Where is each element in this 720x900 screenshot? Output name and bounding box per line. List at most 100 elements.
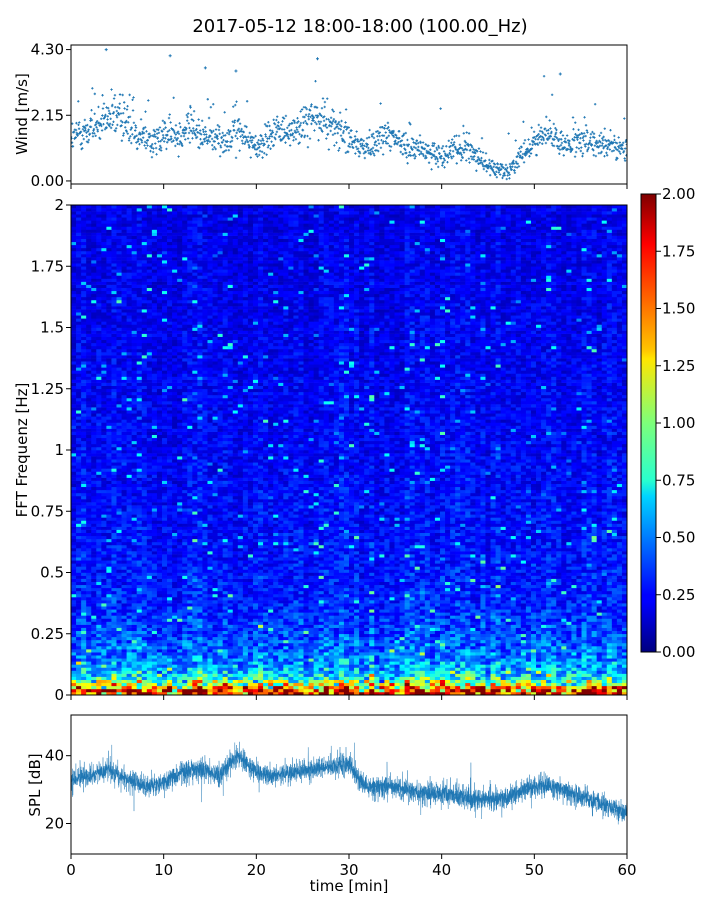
spectrogram-cell (495, 627, 502, 631)
spectrogram-cell (338, 630, 345, 635)
wind-point (623, 147, 627, 150)
spectrogram-cell (616, 612, 623, 616)
wind-point (116, 123, 119, 127)
spectrogram-cell (571, 642, 577, 647)
wind-point (93, 92, 97, 96)
spectrogram-cell (91, 679, 97, 684)
wind-point (266, 146, 270, 149)
spectrogram-cell (91, 627, 97, 631)
spectrogram-cell (546, 661, 552, 665)
spectrogram-cell (409, 679, 416, 684)
wind-point (525, 151, 529, 154)
spectrogram-cell (131, 603, 138, 607)
wind-point (462, 132, 465, 135)
spectrogram-cell (268, 685, 274, 690)
spectrogram-cell (379, 633, 385, 638)
spectrogram-cell (596, 685, 603, 690)
spectrogram-cell (263, 688, 269, 693)
spectrogram-cell (409, 667, 416, 671)
spectrogram-cell (455, 612, 461, 616)
wind-point (276, 115, 279, 118)
spectrogram-cell (126, 624, 133, 628)
spectrogram-cell (419, 664, 426, 668)
wind-point (203, 137, 207, 140)
spectrogram-cell (490, 673, 496, 677)
spectrogram-cell (434, 685, 441, 690)
spectrogram-cell (222, 606, 229, 610)
spectrogram-cell (445, 679, 451, 684)
wind-point (72, 130, 76, 134)
spectrogram-cell (232, 673, 239, 677)
spectrogram-cell (91, 642, 97, 647)
spectrogram-cell (419, 667, 426, 671)
spectrogram-cell (146, 621, 153, 625)
wind-point (409, 154, 413, 157)
spectrogram-cell (161, 673, 168, 677)
wind-point (106, 121, 109, 125)
wind-point (621, 144, 624, 147)
wind-point (521, 156, 524, 159)
spectrogram-cell (571, 670, 577, 674)
wind-point (187, 122, 190, 125)
spectrogram-cell (343, 603, 350, 607)
wind-point (314, 105, 317, 109)
spectrogram-cell (278, 639, 284, 644)
spectrogram-cell (419, 621, 426, 625)
wind-point (229, 129, 232, 133)
wind-point (550, 93, 554, 96)
spectrogram-cell (490, 646, 496, 650)
spectrogram-cell (571, 615, 577, 619)
wind-point (540, 130, 544, 133)
wind-point (299, 121, 303, 125)
spectrogram-cell (379, 636, 385, 641)
spectrogram-cell (434, 691, 441, 695)
spectrogram-cell (591, 609, 598, 613)
spectrogram-cell (434, 658, 441, 662)
spectrogram-cell (288, 658, 294, 662)
wind-point (250, 141, 253, 144)
spectrogram-cell (328, 618, 335, 622)
spectrogram-cell (283, 685, 289, 690)
spectrogram-cell (546, 642, 552, 647)
spectrogram-cell (207, 664, 213, 668)
spectrogram-cell (616, 639, 623, 644)
spectrogram-cell (116, 618, 122, 622)
spectrogram-cell (167, 652, 173, 656)
spectrogram-cell (596, 615, 603, 619)
wind-point (400, 139, 404, 142)
spectrogram-cell (121, 612, 127, 616)
spectrogram-cell (536, 682, 542, 687)
spectrogram-cell (172, 606, 178, 610)
wind-point (97, 105, 100, 109)
spectrogram-cell (470, 646, 476, 650)
wind-point (586, 148, 589, 151)
spectrogram-cell (551, 646, 557, 650)
spectrogram-cell (566, 664, 572, 668)
spectrogram-cell (328, 679, 335, 684)
spectrogram-cell (500, 652, 507, 656)
spectrogram-cell (571, 691, 577, 695)
spectrogram-cell (323, 642, 330, 647)
spectrogram-cell (182, 664, 188, 668)
wind-point (205, 135, 208, 139)
spectrogram-cell (394, 679, 400, 684)
wind-point (486, 167, 490, 170)
spectrogram-cell (576, 603, 582, 607)
spectrogram-cell (126, 639, 133, 644)
spectrogram-cell (202, 652, 208, 656)
spectrogram-cell (308, 691, 315, 695)
wind-point (452, 155, 455, 158)
wind-point (105, 126, 108, 129)
spectrogram-cell (278, 636, 284, 641)
spectrogram-cell (156, 624, 163, 628)
wind-point (481, 151, 485, 154)
spectrogram-cell (424, 688, 431, 693)
spectrogram-cell (278, 642, 284, 647)
spectrogram-cell (419, 670, 426, 674)
spectrogram-cell (237, 685, 244, 690)
spectrogram-cell (177, 673, 183, 677)
spectrogram-cell (536, 661, 542, 665)
wind-point (308, 109, 312, 112)
spectrogram-cell (586, 615, 593, 619)
spectrogram-cell (212, 606, 218, 610)
